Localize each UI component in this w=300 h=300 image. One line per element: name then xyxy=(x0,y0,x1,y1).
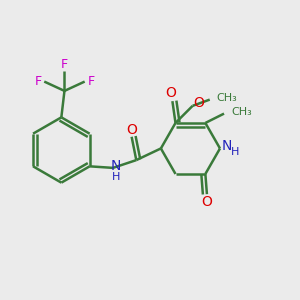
Text: F: F xyxy=(87,75,94,88)
Text: H: H xyxy=(231,147,239,157)
Text: N: N xyxy=(111,159,121,173)
Text: O: O xyxy=(193,96,204,110)
Text: CH₃: CH₃ xyxy=(217,93,237,103)
Text: F: F xyxy=(34,75,42,88)
Text: H: H xyxy=(112,172,120,182)
Text: O: O xyxy=(165,86,176,100)
Text: O: O xyxy=(202,195,212,209)
Text: O: O xyxy=(126,123,137,137)
Text: CH₃: CH₃ xyxy=(232,107,253,117)
Text: N: N xyxy=(222,139,232,153)
Text: F: F xyxy=(61,58,68,71)
